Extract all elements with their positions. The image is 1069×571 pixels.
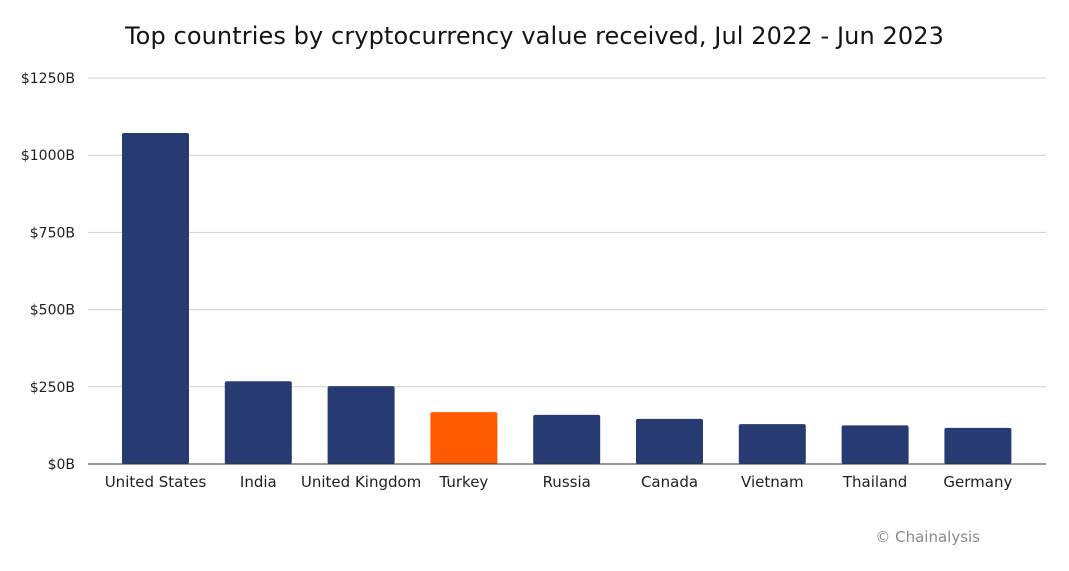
bar-turkey [430,412,498,464]
bar-vietnam [738,424,806,464]
x-tick-label: Germany [943,473,1012,491]
x-tick-label: Canada [641,473,698,491]
bar-united-kingdom [327,386,395,464]
y-tick-label: $1000B [21,148,75,164]
bar-united-states [122,132,189,464]
x-tick-label: Vietnam [741,473,804,491]
x-tick-label: United Kingdom [301,473,421,491]
bar-thailand [841,425,909,464]
bar-india [224,381,292,464]
x-tick-label: Turkey [438,473,488,491]
x-tick-label: India [240,473,277,491]
bar-germany [944,427,1012,464]
bar-russia [533,414,601,464]
x-tick-label: United States [105,473,207,491]
gridlines [88,77,1046,388]
y-tick-label: $1250B [21,71,75,87]
y-tick-label: $500B [30,303,75,319]
y-axis-ticks: $0B $250B $500B $750B $1000B $1250B [21,71,75,473]
chart-title: Top countries by cryptocurrency value re… [125,22,944,50]
y-tick-label: $0B [48,457,75,473]
x-tick-label: Russia [543,473,591,491]
x-axis-labels: United States India United Kingdom Turkey Ru… [105,473,1013,491]
bar-canada [636,418,703,464]
bars [122,132,1012,464]
y-tick-label: $250B [30,380,75,396]
y-tick-label: $750B [30,225,75,241]
source-credit: © Chainalysis [875,528,980,546]
x-tick-label: Thailand [842,473,907,491]
